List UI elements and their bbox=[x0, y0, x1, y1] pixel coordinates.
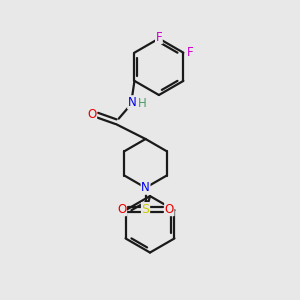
Text: F: F bbox=[187, 46, 193, 59]
Text: N: N bbox=[141, 181, 150, 194]
Text: F: F bbox=[156, 31, 162, 44]
Text: H: H bbox=[138, 97, 147, 110]
Text: O: O bbox=[165, 202, 174, 216]
Text: N: N bbox=[128, 96, 136, 109]
Text: O: O bbox=[117, 202, 126, 216]
Text: O: O bbox=[87, 108, 97, 121]
Text: S: S bbox=[142, 202, 149, 216]
